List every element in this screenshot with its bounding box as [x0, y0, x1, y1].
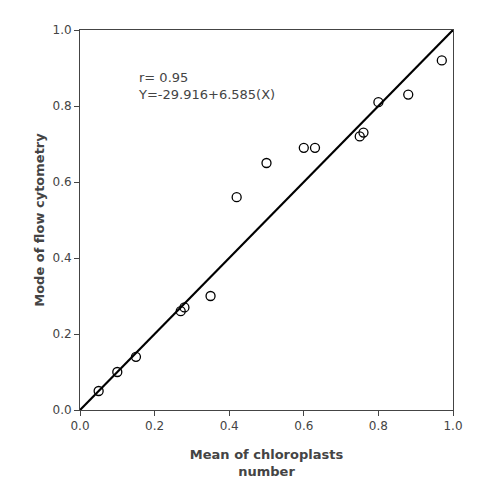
svg-text:0.4: 0.4 [53, 251, 72, 265]
svg-text:0.6: 0.6 [53, 175, 72, 189]
svg-text:Mode of flow cytometry: Mode of flow cytometry [32, 133, 47, 307]
svg-text:0.0: 0.0 [70, 419, 89, 433]
svg-text:0.8: 0.8 [53, 99, 72, 113]
svg-text:1.0: 1.0 [53, 23, 72, 37]
svg-text:0.8: 0.8 [369, 419, 388, 433]
svg-text:r= 0.95Y=-29.916+6.585(X): r= 0.95Y=-29.916+6.585(X) [138, 70, 275, 102]
svg-text:0.6: 0.6 [294, 419, 313, 433]
svg-text:0.2: 0.2 [145, 419, 164, 433]
svg-text:1.0: 1.0 [443, 419, 462, 433]
svg-text:0.4: 0.4 [220, 419, 239, 433]
svg-text:Mean of chloroplastsnumber: Mean of chloroplastsnumber [190, 447, 344, 479]
svg-text:0.0: 0.0 [53, 403, 72, 417]
svg-text:0.2: 0.2 [53, 327, 72, 341]
